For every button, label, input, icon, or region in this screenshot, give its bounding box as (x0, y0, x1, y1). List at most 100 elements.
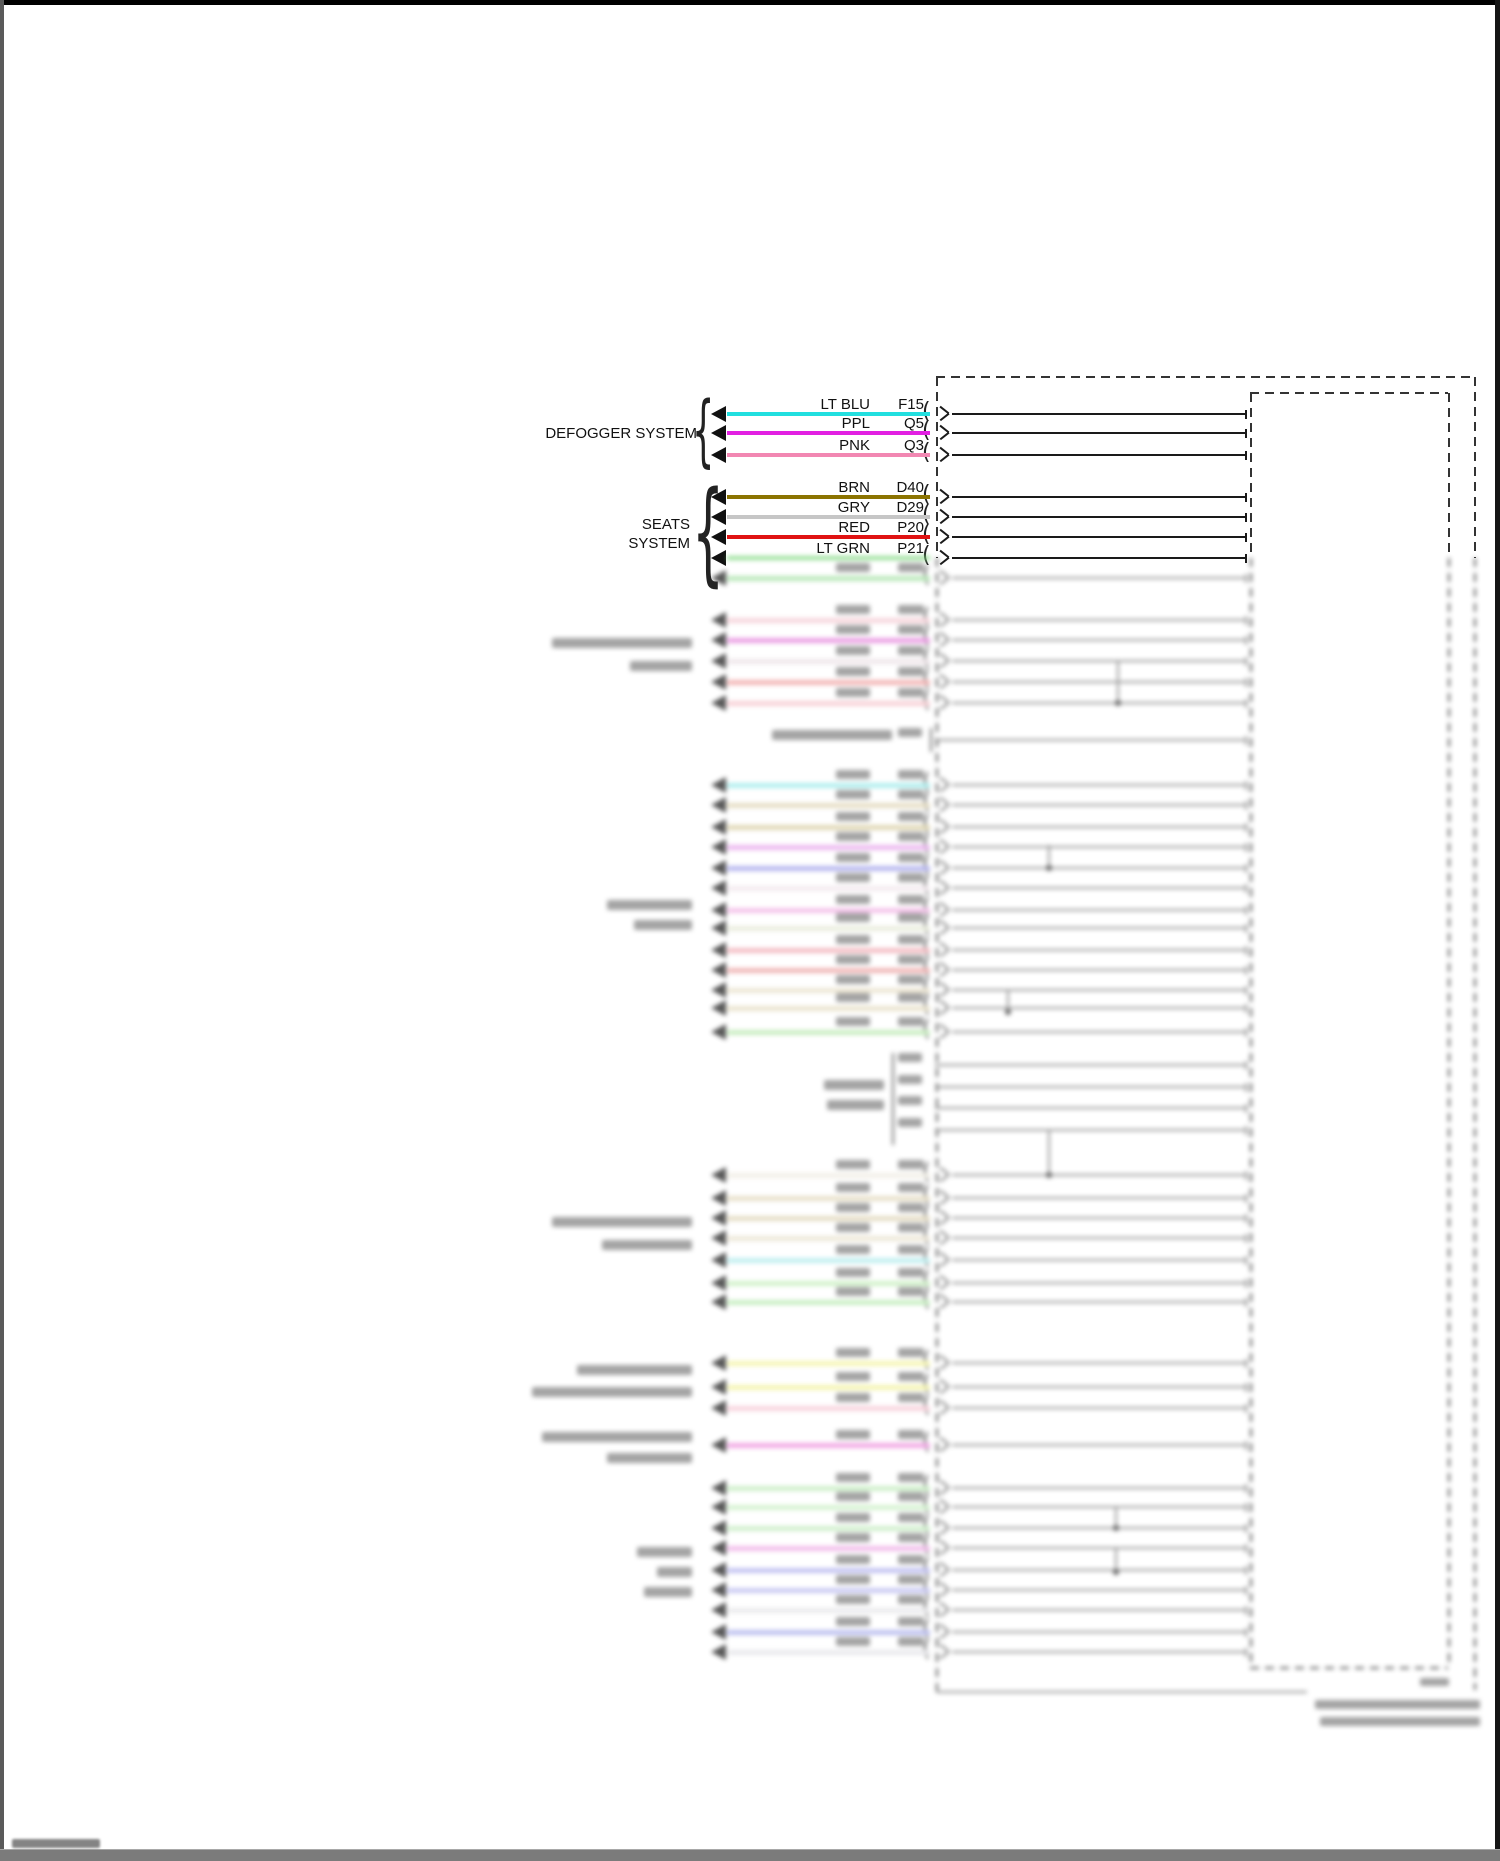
arrow-chevron-icon (939, 919, 951, 935)
blurred-text-blob (898, 1575, 924, 1584)
left-arrowhead-icon (711, 695, 726, 711)
wire-end-tick (1245, 1233, 1247, 1243)
wire-pin-label: D40 (896, 479, 924, 496)
blurred-text-blob (898, 1617, 924, 1626)
arrow-chevron-icon (939, 879, 951, 895)
blurred-text-blob (836, 1555, 870, 1564)
wire-line-right (952, 1217, 1247, 1220)
wire-line-right (952, 1031, 1247, 1034)
blurred-wire (727, 1442, 930, 1448)
wire-end-tick (1245, 1502, 1247, 1512)
connector-paren: ( (922, 504, 931, 526)
dashed-connector-box-inner (1250, 1667, 1448, 1669)
arrow-chevron-icon (939, 673, 951, 689)
wire-line-right (952, 887, 1247, 890)
blurred-pin-blob (898, 1053, 922, 1062)
left-arrowhead-icon (711, 447, 726, 463)
blurred-group-label-blob (532, 1387, 692, 1397)
system-label-line: SEATS (641, 516, 690, 533)
wire-end-tick (1245, 1060, 1247, 1070)
left-arrowhead-icon (711, 942, 726, 958)
blurred-pin-blob (898, 1096, 922, 1105)
arrow-chevron-icon (939, 941, 951, 957)
blurred-wire (727, 1567, 930, 1573)
blurred-text-blob (898, 873, 924, 882)
system-label-line: SYSTEM (628, 535, 690, 552)
blurred-wire (727, 907, 930, 913)
blurred-wire (727, 1280, 930, 1286)
blurred-text-blob (836, 853, 870, 862)
left-arrowhead-icon (711, 1379, 726, 1395)
blurred-text-blob (898, 770, 924, 779)
wire-color-label: LT GRN (816, 540, 870, 557)
blurred-wire (727, 1607, 930, 1613)
wire-pin-label: F15 (898, 396, 924, 413)
blurred-text-blob (836, 1513, 870, 1522)
blurred-text-blob (898, 812, 924, 821)
blurred-group-label-blob (607, 900, 692, 910)
blurred-wire (727, 844, 930, 850)
arrow-chevron-icon (939, 1251, 951, 1267)
blurred-text-blob (836, 790, 870, 799)
blurred-text-blob (898, 853, 924, 862)
wire-end-tick (1245, 1297, 1247, 1307)
left-arrowhead-icon (711, 839, 726, 855)
dashed-connector-box-outer (936, 377, 938, 558)
blurred-text-blob (836, 935, 870, 944)
left-arrowhead-icon (711, 1210, 726, 1226)
wire-line-right (952, 496, 1247, 498)
blurred-text-blob (898, 1203, 924, 1212)
blurred-text-blob (898, 1268, 924, 1277)
blurred-text-blob (836, 605, 870, 614)
wire-line-right (952, 1362, 1247, 1365)
bottom-bar (0, 1849, 1500, 1861)
wire-end-tick (1245, 532, 1247, 542)
junction-line (1048, 845, 1050, 868)
left-arrowhead-icon (711, 1230, 726, 1246)
wire-line-right (952, 1407, 1247, 1410)
blurred-wire (727, 679, 930, 685)
left-arrowhead-icon (711, 1355, 726, 1371)
wire-line-right (952, 1174, 1247, 1177)
left-arrowhead-icon (711, 570, 726, 586)
blurred-text-blob (898, 605, 924, 614)
left-arrowhead-icon (711, 1252, 726, 1268)
blurred-group-label-blob (637, 1547, 692, 1557)
blurred-text-blob (836, 1533, 870, 1542)
wire-end-tick (1245, 800, 1247, 810)
blurred-group-label-blob (602, 1240, 692, 1250)
left-arrowhead-icon (711, 1624, 726, 1640)
blurred-wire (727, 658, 930, 664)
blurred-text-blob (836, 993, 870, 1002)
blurred-wire (727, 617, 930, 623)
wire-color-label: PNK (839, 437, 870, 454)
arrow-chevron-icon (939, 901, 951, 917)
wire-color-label: RED (838, 519, 870, 536)
wire-end-tick (1245, 677, 1247, 687)
blurred-text-blob (898, 1513, 924, 1522)
blurred-text-blob (836, 1017, 870, 1026)
left-arrowhead-icon (711, 1000, 726, 1016)
blurred-wire (727, 700, 930, 706)
left-arrowhead-icon (711, 1602, 726, 1618)
blurred-group-label-blob (607, 1453, 692, 1463)
blurred-wire (727, 1649, 930, 1655)
wire-line-colored (727, 515, 930, 519)
dashed-connector-box-outer (936, 376, 1474, 378)
arrow-chevron-icon (939, 961, 951, 977)
left-arrowhead-icon (711, 1294, 726, 1310)
blurred-text-blob (836, 1223, 870, 1232)
wire-end-tick (1245, 1213, 1247, 1223)
wire-line-right (952, 1527, 1247, 1530)
wire-end-tick (1245, 842, 1247, 852)
wire-end-tick (1245, 1627, 1247, 1637)
blurred-group-label-blob (552, 638, 692, 648)
blurred-text-blob (898, 1595, 924, 1604)
blurred-text-blob (836, 770, 870, 779)
blurred-text-blob (898, 1183, 924, 1192)
left-arrowhead-icon (711, 1275, 726, 1291)
blurred-text-blob (836, 955, 870, 964)
wire-end-tick (1245, 573, 1247, 583)
wire-end-tick (1245, 1170, 1247, 1180)
